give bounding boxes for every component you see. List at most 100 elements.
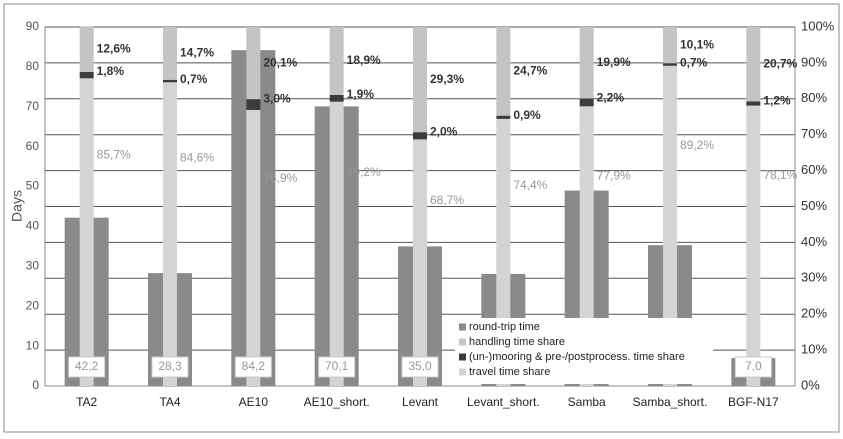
x-tick-label: BGF-N17 (728, 395, 779, 409)
y-tick-label: 0 (32, 378, 39, 392)
y-tick-label: 60 (26, 139, 40, 153)
value-label-box (318, 356, 356, 378)
y-axis-label: Days (9, 190, 25, 222)
share-segment (329, 101, 344, 386)
share-segment (79, 71, 94, 79)
y-tick-label: 80 (26, 59, 40, 73)
x-tick-label: AE10 (239, 395, 269, 409)
value-label: 42,2 (75, 359, 99, 373)
share-label: 1,9% (347, 87, 375, 101)
x-tick-label: Samba (568, 395, 606, 409)
legend-swatch (459, 338, 466, 346)
y-tick-label: 50 (26, 179, 40, 193)
share-segment (413, 27, 427, 133)
value-label-box (401, 356, 439, 378)
legend-label: (un-)mooring & pre-/postprocess. time sh… (469, 351, 685, 363)
share-label: 1,2% (763, 93, 791, 107)
value-label: 28,3 (158, 359, 182, 373)
y2-tick-label: 50% (801, 198, 827, 213)
share-label: 3,0% (263, 91, 291, 105)
share-label: 0,7% (680, 55, 708, 69)
share-label: 84,6% (180, 150, 214, 164)
share-label: 18,9% (347, 53, 381, 67)
value-label-box (68, 356, 106, 378)
share-label: 20,7% (763, 56, 797, 70)
y2-tick-label: 10% (801, 342, 827, 357)
y2-tick-label: 40% (801, 234, 827, 249)
value-label: 84,2 (242, 359, 266, 373)
share-segment (413, 132, 427, 140)
value-label-box (151, 356, 189, 378)
share-label: 24,7% (513, 64, 547, 78)
legend-label: handling time share (469, 336, 565, 348)
share-label: 12,6% (97, 41, 131, 55)
share-segment (163, 27, 177, 80)
share-segment (579, 98, 594, 107)
y-tick-label: 30 (26, 259, 40, 273)
value-label-box (234, 356, 272, 378)
y2-tick-label: 90% (801, 54, 827, 69)
value-label: 7,0 (745, 359, 762, 373)
y2-tick-label: 0% (801, 377, 820, 392)
value-label: 70,1 (325, 359, 349, 373)
value-label: 35,0 (408, 359, 432, 373)
share-label: 2,2% (597, 91, 625, 105)
share-segment (579, 106, 594, 387)
legend-label: travel time share (469, 366, 550, 378)
share-segment (496, 115, 511, 119)
y2-tick-label: 60% (801, 162, 827, 177)
x-tick-label: Samba_short. (633, 395, 708, 409)
share-segment (413, 139, 427, 386)
y-tick-label: 90 (26, 19, 40, 33)
share-segment (246, 99, 261, 110)
share-segment (663, 65, 677, 386)
y-tick-label: 10 (26, 338, 40, 352)
y2-tick-label: 30% (801, 270, 827, 285)
y2-tick-label: 20% (801, 306, 827, 321)
share-segment (79, 26, 94, 72)
share-segment (79, 78, 94, 386)
legend-swatch (459, 353, 466, 361)
share-label: 20,1% (263, 55, 297, 69)
share-segment (246, 27, 261, 100)
share-segment (329, 27, 344, 95)
legend-box (455, 318, 713, 384)
share-segment (246, 109, 261, 386)
value-label-box (734, 356, 772, 378)
y2-tick-label: 80% (801, 90, 827, 105)
y-tick-label: 40 (26, 219, 40, 233)
share-label: 19,9% (597, 55, 631, 69)
x-tick-label: Levant_short. (467, 395, 540, 409)
legend-swatch (459, 323, 466, 331)
y2-tick-label: 70% (801, 126, 827, 141)
share-segment (329, 94, 344, 102)
y2-tick-label: 100% (801, 18, 835, 33)
x-tick-label: AE10_short. (304, 395, 370, 409)
share-segment (663, 63, 677, 66)
share-label: 29,3% (430, 72, 464, 86)
share-label: 2,0% (430, 124, 458, 138)
share-segment (746, 27, 761, 102)
share-segment (496, 27, 511, 116)
share-segment (663, 27, 677, 64)
share-label: 76,9% (263, 171, 297, 185)
share-segment (163, 79, 177, 83)
share-segment (163, 82, 177, 386)
share-segment (746, 105, 761, 386)
share-label: 79,2% (347, 165, 381, 179)
legend-label: round-trip time (469, 321, 540, 333)
y-tick-label: 70 (26, 99, 40, 113)
x-tick-label: TA2 (76, 395, 97, 409)
share-label: 1,8% (97, 64, 125, 78)
share-segment (746, 101, 761, 106)
y-tick-label: 20 (26, 298, 40, 312)
share-label: 14,7% (180, 46, 214, 60)
share-label: 78,1% (763, 168, 797, 182)
share-label: 0,9% (513, 108, 541, 122)
share-label: 77,9% (597, 168, 631, 182)
share-label: 10,1% (680, 37, 714, 51)
legend-swatch (459, 368, 466, 376)
share-label: 85,7% (97, 147, 131, 161)
share-label: 68,7% (430, 193, 464, 207)
